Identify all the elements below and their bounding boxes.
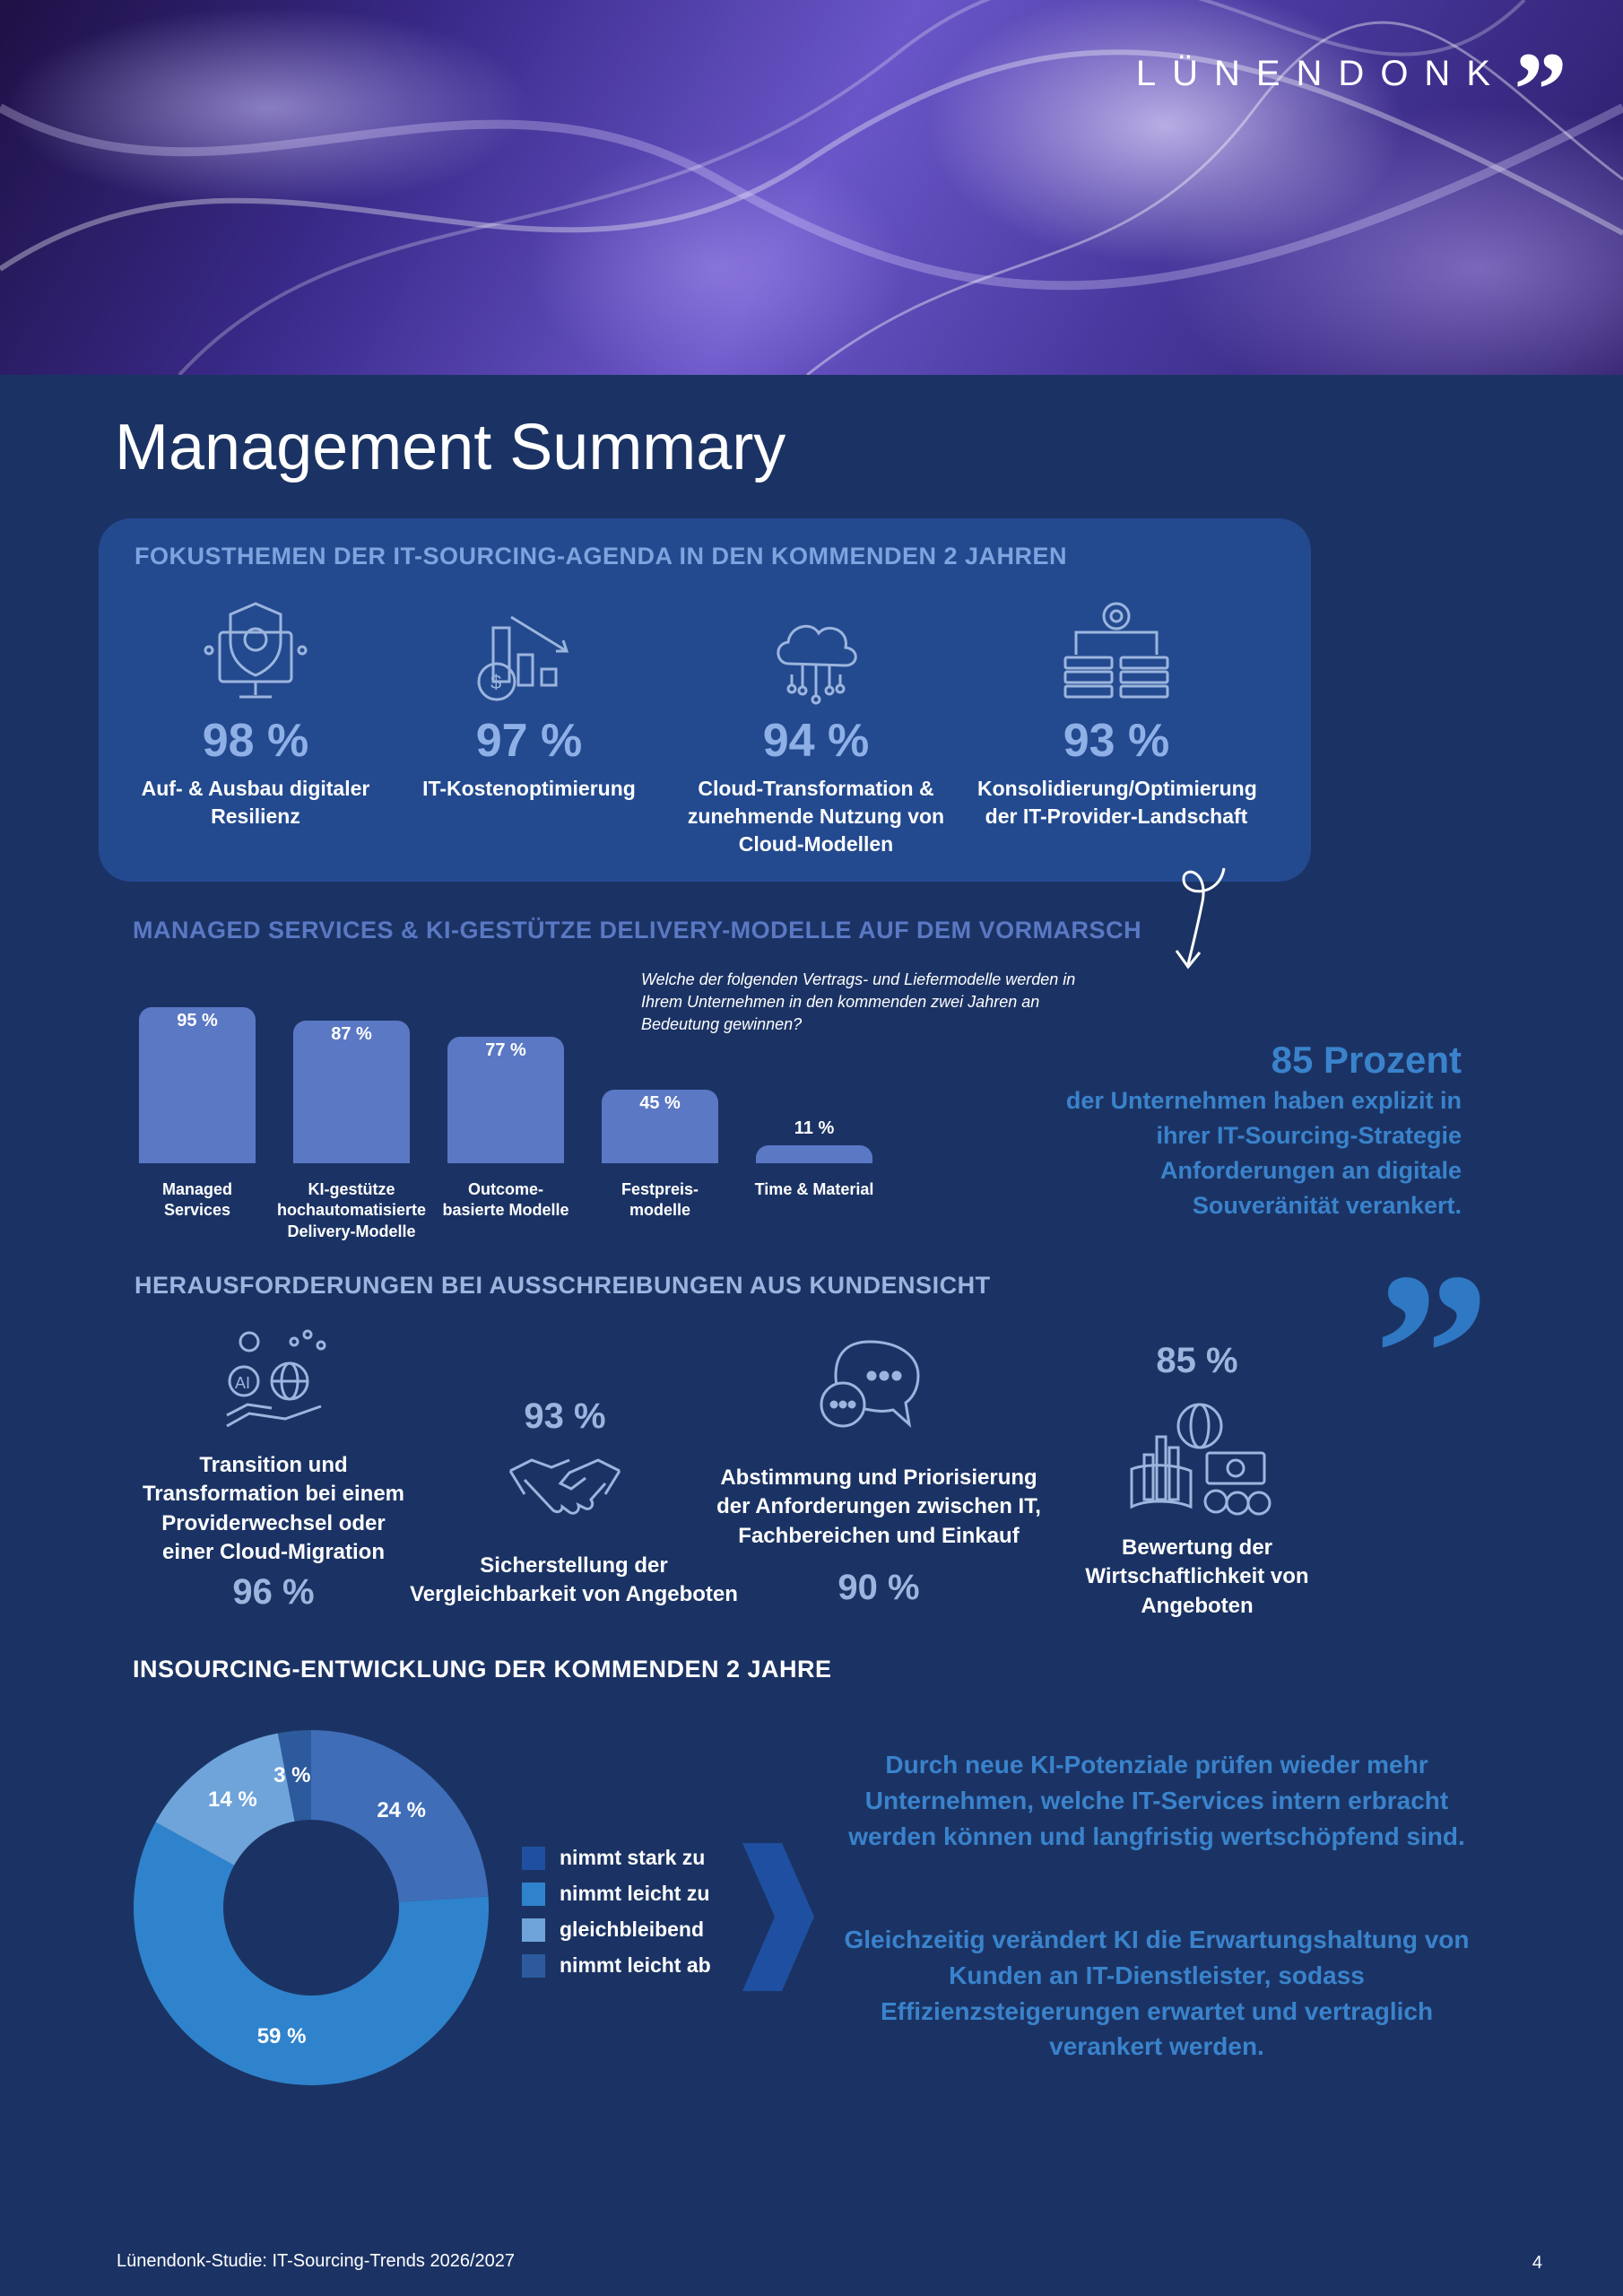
legend-item: nimmt leicht ab: [522, 1953, 711, 1978]
focus-heading: FOKUSTHEMEN DER IT-SOURCING-AGENDA IN DE…: [135, 543, 1068, 570]
managed-heading: MANAGED SERVICES & KI-GESTÜTZE DELIVERY-…: [133, 917, 1142, 944]
handshake-icon: [508, 1458, 621, 1515]
bar-value-label: 87 %: [331, 1023, 372, 1044]
svg-text:AI: AI: [235, 1374, 250, 1392]
legend-swatch: [522, 1882, 545, 1906]
focus-label: Auf- & Ausbau digitaler Resilienz: [141, 777, 370, 829]
donut-value-label: 59 %: [256, 2024, 307, 2049]
bar-value-label: 11 %: [794, 1118, 835, 1138]
challenges-heading: HERAUSFORDERUNGEN BEI AUSSCHREIBUNGEN AU…: [135, 1272, 991, 1299]
donut-slice: [277, 1730, 311, 1822]
bar: [293, 1020, 410, 1163]
logo-quote-icon: ”: [1514, 30, 1567, 149]
challenge-label: Bewertung der Wirtschaftlichkeit von Ang…: [1085, 1535, 1309, 1618]
economy-chart-icon: [1130, 1403, 1271, 1516]
bar-category-label: Managed Services: [161, 1180, 232, 1220]
server-gear-icon: [1063, 602, 1169, 699]
focus-item: $ 97 % IT-Kostenoptimierung: [390, 592, 668, 803]
chat-bubbles-icon: [820, 1340, 920, 1428]
bar-category-label: Outcome- basierte Modelle: [442, 1180, 569, 1220]
challenge-label: Sicherstellung der Vergleichbarkeit von …: [410, 1553, 738, 1607]
bar-value-label: 95 %: [177, 1011, 218, 1031]
challenge-pct: 93 %: [524, 1396, 606, 1436]
ai-globe-hand-icon: AI: [226, 1329, 326, 1428]
bar-value-label: 77 %: [485, 1040, 526, 1061]
focus-item: 93 % Konsolidierung/Optimierung der IT-P…: [977, 592, 1257, 831]
donut-value-label: 14 %: [208, 1787, 257, 1813]
footer-source: Lünendonk-Studie: IT-Sourcing-Trends 202…: [117, 2251, 515, 2271]
chevron-right-icon: [742, 1843, 814, 1991]
bar: [447, 1037, 564, 1163]
donut-slice: [155, 1733, 295, 1866]
focus-pct: 97 %: [475, 715, 583, 767]
bar-value-label: 45 %: [639, 1092, 681, 1113]
focus-label: IT-Kostenoptimierung: [422, 777, 636, 800]
bar-category-label: KI-gestütze hochautomatisierte Delivery-…: [276, 1180, 427, 1240]
focus-panel: [99, 518, 1311, 882]
hero-image: LÜNENDONK ”: [0, 0, 1623, 375]
legend-label: nimmt stark zu: [560, 1846, 706, 1869]
sovereignty-text: der Unternehmen haben explizit in ihrer …: [1065, 1087, 1462, 1220]
legend-label: nimmt leicht zu: [560, 1882, 710, 1905]
legend-swatch: [522, 1846, 545, 1870]
hero-swirls: [0, 0, 1623, 375]
focus-label: Konsolidierung/Optimierung der IT-Provid…: [977, 777, 1257, 829]
legend-item: nimmt stark zu: [522, 1846, 705, 1870]
sovereignty-pct: 85 Prozent: [1271, 1039, 1462, 1081]
bar-category-label: Festpreis- modelle: [621, 1180, 699, 1220]
focus-pct: 93 %: [1063, 715, 1170, 767]
legend-swatch: [522, 1953, 545, 1978]
challenge-label: Abstimmung und Priorisierung der Anforde…: [716, 1465, 1041, 1548]
bar-category-label: Time & Material: [754, 1180, 874, 1198]
cost-chart-icon: $: [477, 615, 569, 701]
bar: [139, 1007, 256, 1163]
insourcing-text-2: Gleichzeitig verändert KI die Erwartungs…: [844, 1926, 1470, 2061]
logo-wordmark: LÜNENDONK: [1135, 54, 1506, 93]
legend-item: gleichbleibend: [522, 1918, 704, 1942]
legend-label: gleichbleibend: [560, 1918, 705, 1941]
donut-slice: [133, 1822, 489, 2085]
challenge-label: Transition und Transformation bei einem …: [142, 1453, 405, 1565]
challenge-pct: 85 %: [1156, 1341, 1238, 1380]
svg-text:$: $: [490, 671, 501, 693]
page-title: Management Summary: [115, 412, 786, 483]
focus-label: Cloud-Transformation & zunehmende Nutzun…: [687, 777, 945, 857]
challenge-pct: 90 %: [838, 1568, 920, 1607]
legend-item: nimmt leicht zu: [522, 1882, 709, 1906]
insourcing-heading: INSOURCING-ENTWICKLUNG DER KOMMENDEN 2 J…: [133, 1656, 832, 1683]
donut-slice: [311, 1730, 489, 1902]
page-number: 4: [1532, 2253, 1542, 2273]
donut-value-label: 3 %: [273, 1762, 311, 1787]
legend-label: nimmt leicht ab: [560, 1953, 711, 1977]
focus-item: 94 % Cloud-Transformation & zunehmende N…: [677, 592, 955, 858]
donut-value-label: 24 %: [377, 1798, 427, 1823]
bar: [602, 1089, 718, 1163]
focus-item: 98 % Auf- & Ausbau digitaler Resilienz: [117, 592, 395, 831]
curly-arrow-icon: [1175, 867, 1226, 970]
insourcing-text-1: Durch neue KI-Potenziale prüfen wieder m…: [848, 1751, 1465, 1850]
quote-mark-icon: ”: [1374, 1225, 1490, 1483]
challenge-pct: 96 %: [232, 1572, 315, 1612]
shield-monitor-icon: [204, 602, 308, 699]
survey-question: Welche der folgenden Vertrags- und Liefe…: [641, 970, 1076, 1034]
focus-pct: 98 %: [202, 715, 309, 767]
focus-pct: 94 %: [762, 715, 870, 767]
bar: [756, 1144, 872, 1163]
legend-swatch: [522, 1918, 545, 1942]
cloud-network-icon: [777, 624, 857, 705]
donut-chart: [133, 1730, 489, 2085]
